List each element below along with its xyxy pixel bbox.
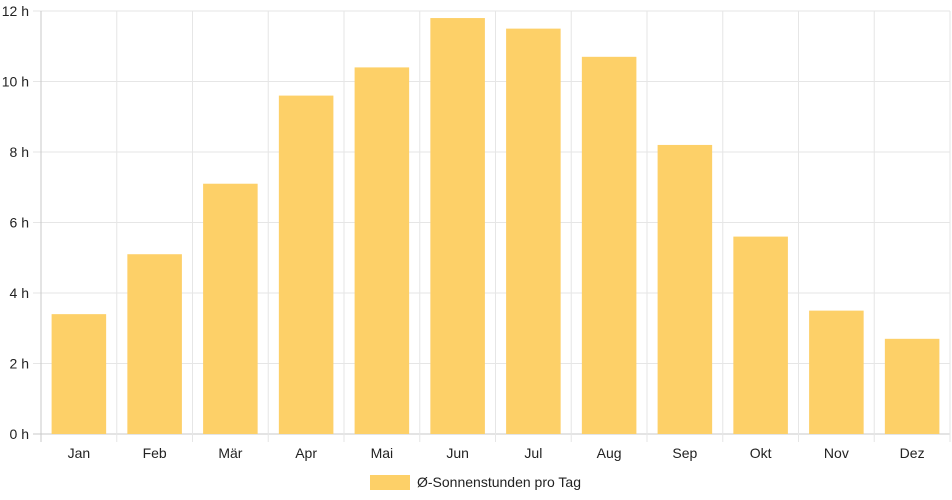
x-tick-label: Jun bbox=[446, 445, 469, 461]
x-tick-label: Okt bbox=[750, 445, 772, 461]
bar-jan bbox=[51, 314, 107, 434]
bar-aug bbox=[581, 56, 637, 434]
x-axis-ticks: Jan Feb Mär Apr Mai Jun Jul Aug Sep Okt Nov Dez bbox=[68, 445, 925, 461]
bar-mai bbox=[354, 67, 410, 435]
gridlines bbox=[33, 10, 951, 442]
y-tick-label: 2 h bbox=[10, 356, 29, 372]
y-tick-label: 10 h bbox=[2, 74, 29, 90]
legend[interactable]: Ø-Sonnenstunden pro Tag bbox=[370, 474, 581, 490]
bar-dez bbox=[884, 338, 940, 434]
x-tick-label: Mai bbox=[371, 445, 394, 461]
y-tick-label: 8 h bbox=[10, 144, 29, 160]
bar-feb bbox=[127, 254, 182, 434]
y-axis-ticks: 0 h 2 h 4 h 6 h 8 h 10 h 12 h bbox=[2, 3, 29, 442]
x-tick-label: Jul bbox=[524, 445, 542, 461]
x-tick-label: Feb bbox=[143, 445, 167, 461]
bar-jul bbox=[506, 28, 561, 434]
bar-sep bbox=[657, 144, 713, 434]
x-tick-label: Nov bbox=[824, 445, 849, 461]
bar-apr bbox=[278, 95, 334, 434]
legend-label: Ø-Sonnenstunden pro Tag bbox=[417, 474, 581, 490]
x-tick-label: Dez bbox=[900, 445, 925, 461]
y-tick-label: 12 h bbox=[2, 3, 29, 19]
bar-okt bbox=[733, 236, 788, 434]
x-tick-label: Sep bbox=[672, 445, 697, 461]
x-tick-label: Aug bbox=[597, 445, 622, 461]
bars bbox=[51, 18, 940, 435]
bar-mär bbox=[203, 183, 258, 434]
bar-jun bbox=[430, 18, 485, 435]
x-tick-label: Mär bbox=[218, 445, 242, 461]
y-tick-label: 0 h bbox=[10, 426, 29, 442]
y-tick-label: 4 h bbox=[10, 285, 29, 301]
legend-swatch bbox=[370, 475, 410, 490]
x-tick-label: Apr bbox=[295, 445, 317, 461]
bar-nov bbox=[809, 310, 864, 434]
x-tick-label: Jan bbox=[68, 445, 91, 461]
y-tick-label: 6 h bbox=[10, 215, 29, 231]
